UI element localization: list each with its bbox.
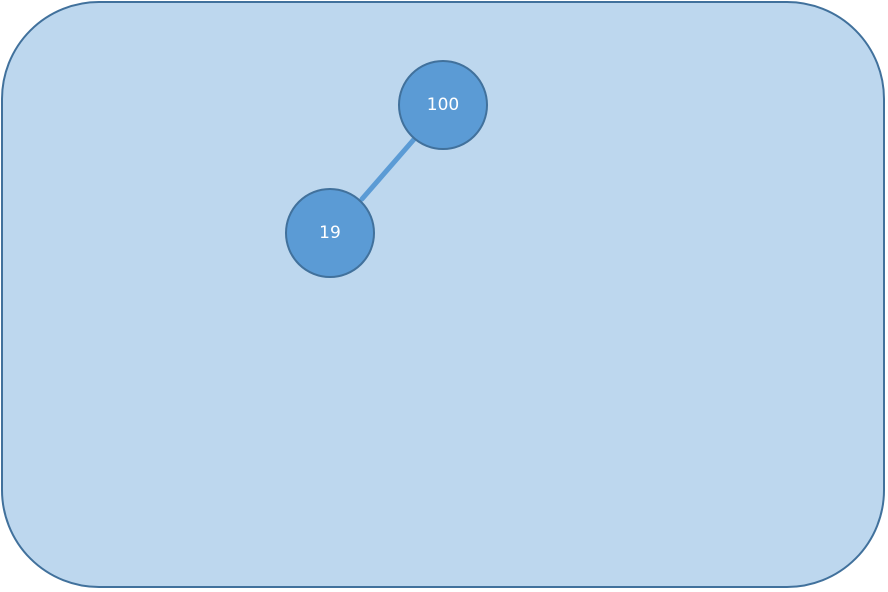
tree-node-left-child: 19 bbox=[285, 188, 375, 278]
node-circle-root bbox=[398, 60, 488, 150]
node-circle-left-child bbox=[285, 188, 375, 278]
node-label-root: 100 bbox=[427, 95, 459, 115]
tree-edge-root-to-left-child bbox=[359, 134, 419, 202]
tree-node-root: 100 bbox=[398, 60, 488, 150]
node-label-left-child: 19 bbox=[319, 223, 341, 243]
